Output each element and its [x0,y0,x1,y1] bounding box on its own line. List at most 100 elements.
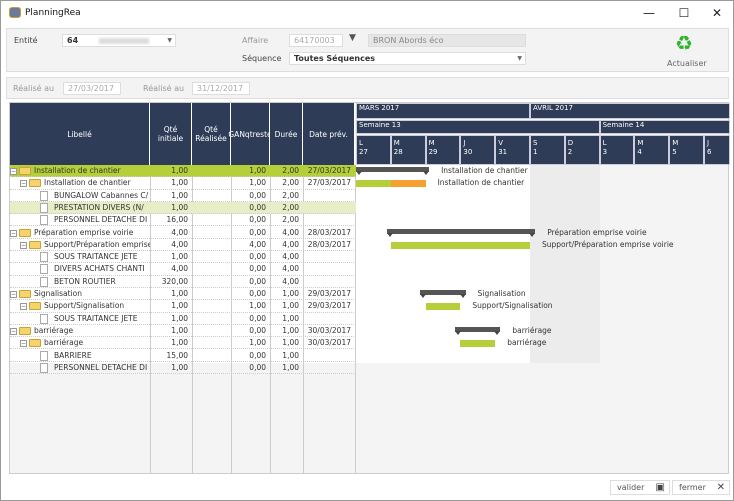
row-label: PRESTATION DIVERS (N/ [54,202,144,212]
summary-start-marker [387,232,394,237]
task-bar-remaining[interactable] [390,180,426,188]
table-row[interactable]: SOUS TRAITANCE JETE 1,00 0,00 4,00 [10,251,356,264]
day-number: 3 [602,148,608,156]
table-row[interactable]: − Préparation emprise voirie 4,00 0,00 4,00 2… [10,227,356,239]
summary-start-marker [420,294,427,298]
close-button[interactable]: ✕ [711,6,723,20]
task-bar-done[interactable] [460,340,496,348]
task-bar-done[interactable] [356,180,391,188]
bar-label: Support/Préparation emprise voirie [542,239,674,249]
chevron-down-icon: ▼ [517,55,522,62]
task-bar-done[interactable] [390,241,530,249]
day-header: L 27 [356,135,391,165]
table-row[interactable]: PERSONNEL DETACHE DI 1,00 0,00 1,00 [10,362,356,375]
column-divider [231,165,232,473]
qte-initiale: 15,00 [166,350,188,360]
collapse-toggle[interactable]: − [20,180,27,188]
week-header: Semaine 14 [599,120,730,134]
summary-bar[interactable] [387,228,536,234]
ganqtreste: 1,00 [249,301,266,311]
collapse-toggle[interactable]: − [10,291,17,298]
column-divider [270,165,271,473]
column-header-libelle[interactable]: Libellé [10,103,150,165]
ganqtreste: 0,00 [249,289,266,298]
realise-label-2: Réalisé au [143,84,185,93]
table-row[interactable]: − Signalisation 1,00 0,00 1,00 29/03/2017 [10,288,356,301]
row-label: BARRIERE [54,350,92,360]
fermer-button[interactable]: fermer ✕ [672,480,730,495]
table-row[interactable]: PRESTATION DIVERS (N/1,00 0,00 2,00 [10,201,356,215]
task-bar-done[interactable] [425,303,461,311]
table-row[interactable]: − barriérage 1,00 0,00 1,00 30/03/2017 [10,325,356,338]
table-row[interactable]: BETON ROUTIER 320,00 0,00 4,00 [10,276,356,288]
qte-realisee [192,239,231,251]
qte-initiale: 1,00 [171,202,188,212]
table-row[interactable]: DIVERS ACHATS CHANTI 4,00 0,00 4,00 [10,263,356,276]
realise-field-2[interactable]: 31/12/2017 [192,82,250,95]
summary-end-marker [529,232,536,237]
affaire-field[interactable]: 64170003 [289,34,343,47]
column-header-qte-initiale[interactable]: Qté initiale [150,103,192,165]
date-prev [303,190,355,202]
sequence-label: Séquence [242,54,282,63]
day-letter: J [707,139,710,147]
date-prev [303,362,355,374]
maximize-button[interactable]: ☐ [678,6,690,20]
qte-initiale: 1,00 [171,178,188,188]
day-letter: M [672,139,679,147]
day-number: 4 [637,148,642,156]
column-header-qte-realisee[interactable]: Qté Réalisée [192,103,231,165]
column-header-ganqtreste[interactable]: GANqtreste [228,103,272,165]
duree: 1,00 [282,338,299,348]
filter-icon[interactable]: ▼ [349,33,356,43]
table-row[interactable]: BARRIERE 15,00 0,00 1,00 [10,350,356,362]
qte-realisee [192,202,231,214]
collapse-toggle[interactable]: − [20,241,27,249]
collapse-toggle[interactable]: − [10,168,17,175]
summary-bar[interactable] [455,326,501,332]
table-row[interactable]: − Support/Préparation emprise 4,00 4,00 4,00… [10,239,356,252]
date-prev [303,202,355,214]
bar-label: Installation de chantier [441,166,528,175]
month-header: AVRIL 2017 [530,103,730,119]
minimize-button[interactable]: — [643,6,655,20]
collapse-toggle[interactable]: − [20,340,27,348]
summary-bar[interactable] [356,167,430,172]
validate-button[interactable]: valider ▣ [610,480,670,495]
duree: 2,00 [282,178,299,188]
table-row[interactable]: BUNGALOW Cabannes C/1,00 0,00 2,00 [10,190,356,202]
table-row[interactable]: PERSONNEL DETACHE DI 16,00 0,00 2,00 [10,214,356,227]
collapse-toggle[interactable]: − [20,303,27,311]
qte-initiale: 1,00 [171,166,188,175]
collapse-toggle[interactable]: − [10,229,17,237]
column-header-duree[interactable]: Durée [270,103,303,165]
affaire-label: Affaire [242,36,269,45]
column-header-date-prev[interactable]: Date prév. [303,103,355,165]
table-row[interactable]: SOUS TRAITANCE JETE 1,00 0,00 1,00 [10,313,356,325]
row-label: SOUS TRAITANCE JETE [54,252,138,262]
planning-grid: Libellé Qté initiale Qté Réalisée GANqtr… [9,102,730,474]
row-label: BETON ROUTIER [54,276,116,286]
entite-select[interactable]: 64 ▼ [62,34,176,47]
table-row[interactable]: − Installation de chantier 1,00 1,00 2,00 27/… [10,165,356,178]
row-label: Support/Préparation emprise [44,239,150,249]
day-letter: M [393,139,400,147]
table-row[interactable]: − Support/Signalisation 1,00 1,00 1,00 29/03/… [10,300,356,313]
sequence-select[interactable]: Toutes Séquences ▼ [289,52,526,65]
table-row[interactable]: − barriérage 1,00 1,00 1,00 30/03/2017 [10,337,356,350]
duree: 2,00 [282,215,299,225]
document-icon [40,252,48,263]
qte-realisee [192,276,231,288]
folder-icon [19,326,31,335]
summary-bar[interactable] [420,290,466,295]
realise-field-1[interactable]: 27/03/2017 [63,82,121,95]
table-row[interactable]: − Installation de chantier 1,00 1,00 2,00 27/… [10,177,356,190]
refresh-recycle-icon[interactable]: ♻ [675,31,693,55]
collapse-toggle[interactable]: − [10,327,17,335]
date-prev [303,313,355,325]
refresh-button-label[interactable]: Actualiser [667,59,707,68]
